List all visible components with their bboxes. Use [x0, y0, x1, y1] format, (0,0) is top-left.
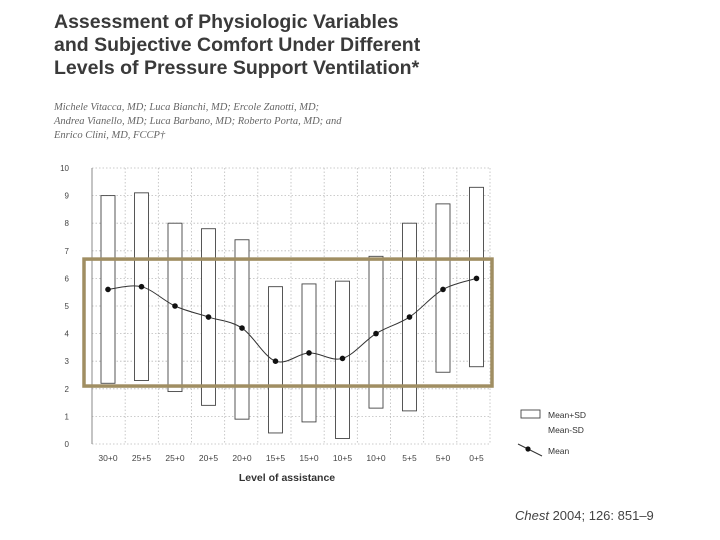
mean-point — [138, 283, 145, 290]
author-line: Michele Vitacca, MD; Luca Bianchi, MD; E… — [54, 102, 320, 113]
y-tick-label: 8 — [65, 219, 70, 228]
legend-label: Mean-SD — [548, 425, 584, 435]
mean-curve-layer — [107, 277, 477, 363]
x-tick-label: 10+0 — [366, 453, 385, 463]
y-tick-label: 1 — [65, 412, 70, 421]
mean-point — [306, 350, 312, 356]
author-list: Michele Vitacca, MD; Luca Bianchi, MD; E… — [54, 101, 474, 143]
x-tick-label: 15+0 — [299, 453, 318, 463]
y-tick-label: 6 — [65, 274, 70, 283]
mean-point — [440, 286, 446, 293]
author-line: Andrea Vianello, MD; Luca Barbano, MD; R… — [54, 116, 342, 127]
y-tick-label: 5 — [65, 302, 70, 311]
title-line: and Subjective Comfort Under Different — [54, 34, 421, 56]
y-tick-label: 7 — [65, 247, 70, 256]
x-tick-label: 15+5 — [266, 453, 285, 463]
mean-point — [105, 286, 111, 293]
y-tick-label: 2 — [65, 385, 70, 394]
citation: Chest 2004; 126: 851–9 — [515, 508, 654, 523]
author-line: Enrico Clini, MD, FCCP† — [54, 130, 166, 141]
mean-point — [172, 303, 178, 309]
mean-point — [373, 330, 379, 337]
legend-swatch-box — [520, 409, 541, 419]
paper-title: Assessment of Physiologic Variables and … — [54, 11, 614, 80]
x-tick-label: 30+0 — [98, 453, 117, 463]
x-tick-label: 20+5 — [199, 453, 218, 463]
legend-swatch-dot — [525, 446, 531, 452]
y-tick-label: 3 — [65, 357, 70, 366]
y-tick-label: 9 — [65, 192, 70, 201]
highlight-box — [82, 257, 494, 388]
mean-point — [205, 314, 212, 320]
y-tick-label: 4 — [65, 330, 70, 339]
chart-legend: Mean+SD Mean-SD Mean — [517, 409, 586, 457]
citation-journal: Chest — [515, 508, 549, 523]
x-tick-label: 25+5 — [132, 453, 151, 463]
x-tick-label: 5+0 — [436, 453, 451, 463]
x-tick-label: 25+0 — [165, 453, 184, 463]
mean-point — [406, 314, 413, 320]
mean-point — [473, 275, 480, 282]
y-tick-label: 0 — [65, 440, 70, 449]
mean-point — [272, 358, 279, 365]
highlight-layer — [82, 257, 494, 388]
mean-curve — [107, 277, 477, 363]
x-axis-ticks: 30+0 25+5 25+0 20+5 20+0 15+5 15+0 10+5 10+0 5+5 5… — [98, 453, 484, 463]
chart-grid — [91, 167, 491, 445]
y-tick-label: 10 — [60, 164, 69, 173]
legend-label: Mean+SD — [548, 410, 586, 420]
x-axis-label: Level of assistance — [239, 472, 335, 484]
legend-label: Mean — [548, 446, 570, 456]
citation-details: 2004; 126: 851–9 — [548, 508, 654, 523]
title-line: Levels of Pressure Support Ventilation* — [54, 57, 420, 79]
mean-points — [105, 275, 480, 365]
title-line: Assessment of Physiologic Variables — [54, 11, 399, 33]
x-tick-label: 5+5 — [402, 453, 417, 463]
x-tick-label: 10+5 — [333, 453, 352, 463]
y-axis-ticks: 0 1 2 3 4 5 6 7 8 9 10 — [60, 164, 69, 449]
mean-point — [239, 325, 245, 331]
x-tick-label: 0+5 — [469, 453, 484, 463]
mean-point — [339, 355, 346, 362]
x-tick-label: 20+0 — [232, 453, 251, 463]
